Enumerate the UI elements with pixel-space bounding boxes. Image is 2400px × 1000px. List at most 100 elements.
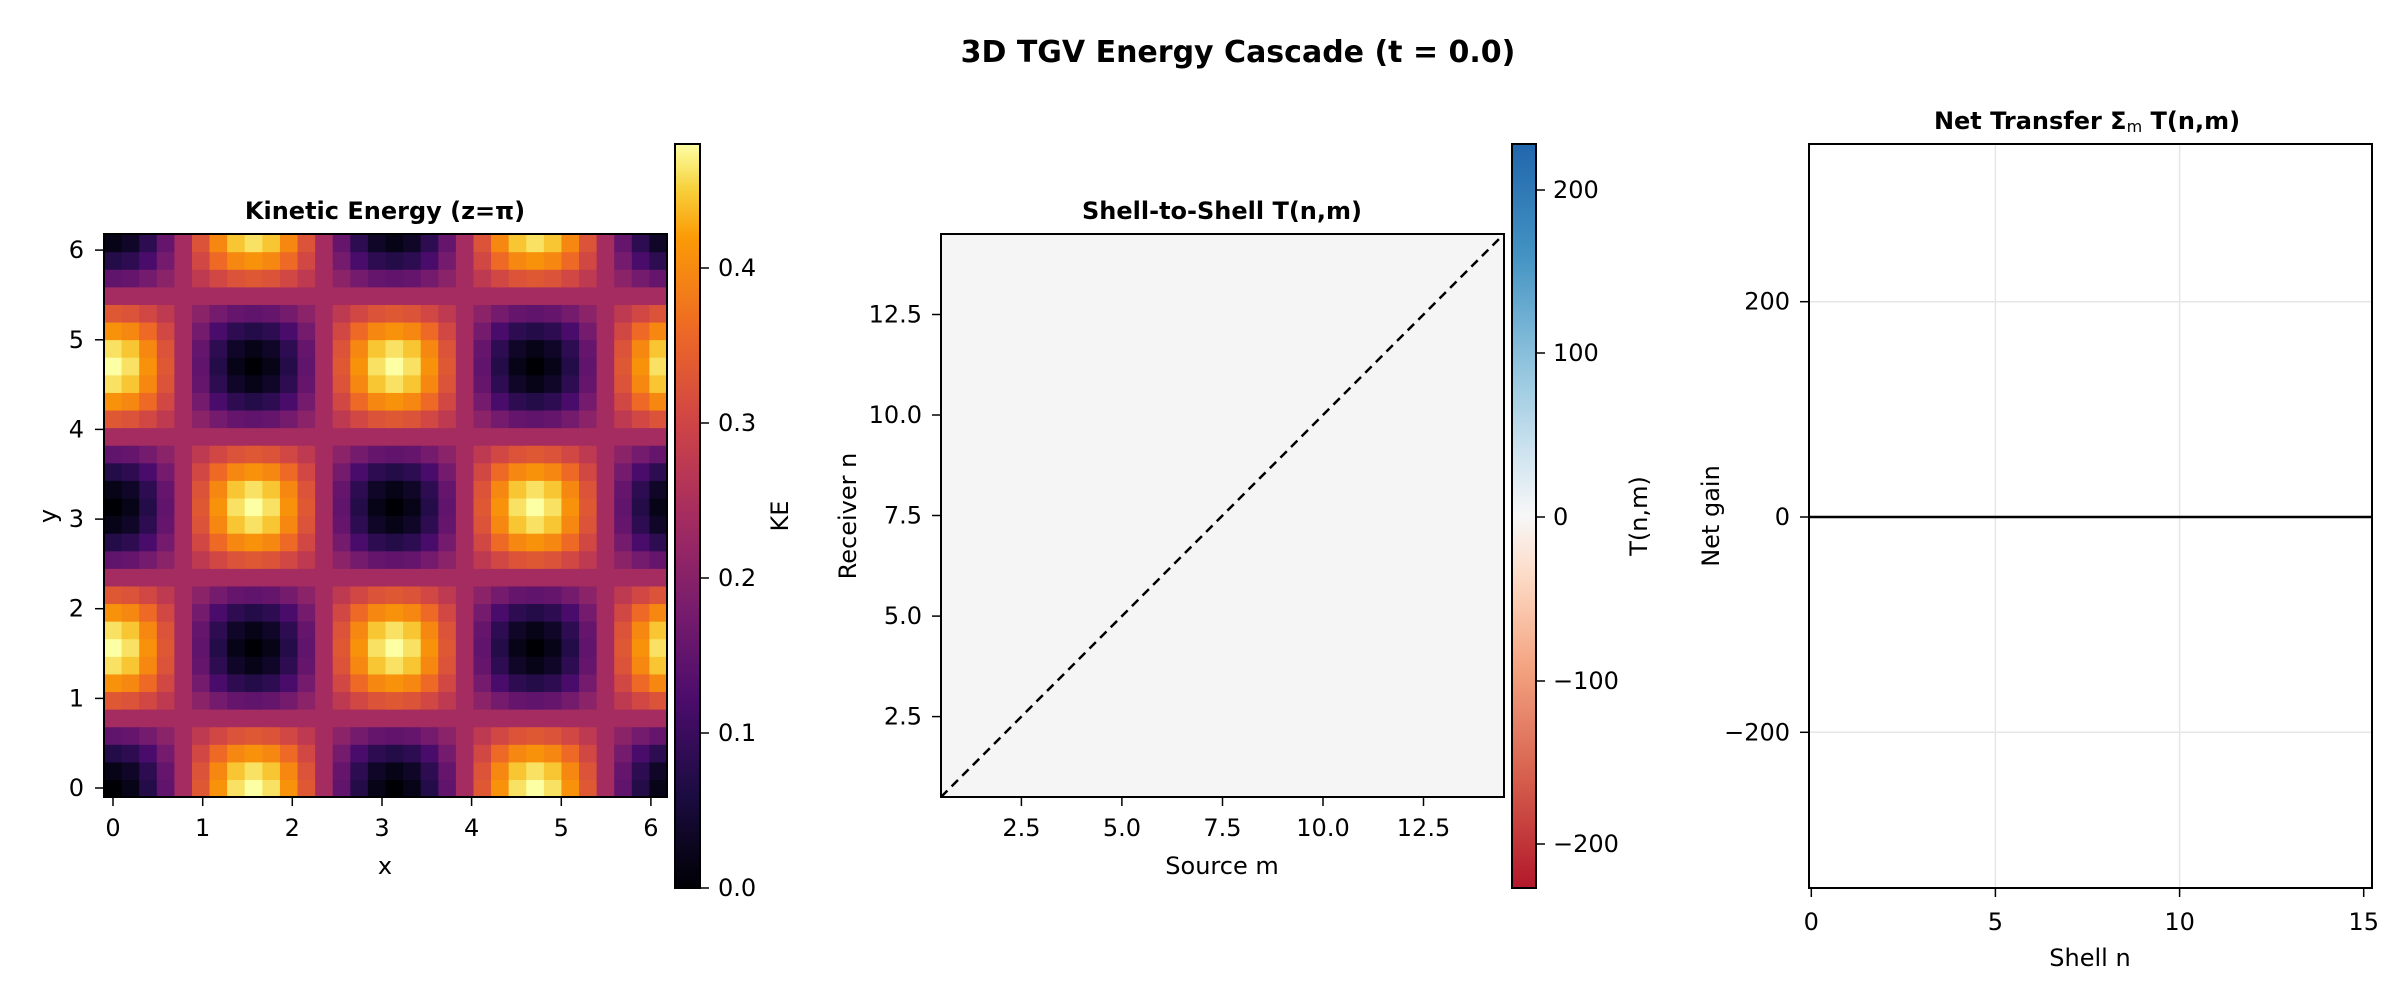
ke-cell xyxy=(209,234,228,253)
ke-cell xyxy=(367,357,387,376)
ke-cell xyxy=(508,744,527,763)
ke-cell xyxy=(526,445,545,464)
ke-cell xyxy=(631,726,650,745)
ke-cell xyxy=(191,321,211,341)
ke-cell xyxy=(121,726,140,745)
ke-cell xyxy=(579,656,598,675)
ke-cell xyxy=(579,409,598,429)
ke-cell xyxy=(139,339,158,358)
ke-cell xyxy=(526,392,545,411)
ke-cell xyxy=(631,445,650,464)
ke-cell xyxy=(315,744,334,763)
ke-cell xyxy=(631,427,650,446)
ke-cell xyxy=(139,357,158,376)
ke-panel: Kinetic Energy (z=π) 0 1 2 3 4 5 6 xyxy=(34,143,794,902)
ke-cell xyxy=(262,726,281,745)
ke-cell xyxy=(543,497,563,517)
ke-cell xyxy=(174,761,193,780)
ke-cell xyxy=(279,673,299,693)
ke-cell xyxy=(279,744,299,763)
ke-cell xyxy=(121,497,140,517)
ke-cell xyxy=(367,638,387,657)
ke-cell xyxy=(297,515,316,534)
ke-cell xyxy=(279,480,299,499)
ke-cell xyxy=(596,321,615,341)
ke-cell xyxy=(455,568,475,587)
ke-cell xyxy=(614,585,633,605)
ke-cell xyxy=(491,480,510,499)
ke-cell xyxy=(543,726,563,745)
ke-cell xyxy=(473,480,492,499)
net-x-tick-label: 5 xyxy=(1988,908,2003,936)
transfer-title: Shell-to-Shell T(n,m) xyxy=(1082,197,1362,225)
net-panel: Net Transfer Σm T(n,m) 0 5 10 15 200 0 −… xyxy=(1697,107,2379,972)
ke-cell xyxy=(420,744,439,763)
ke-cell xyxy=(473,321,492,341)
net-x-label: Shell n xyxy=(2049,944,2130,972)
ke-cell xyxy=(121,339,140,358)
ke-cell xyxy=(473,357,492,376)
transfer-x-tick-label: 10.0 xyxy=(1296,814,1349,842)
ke-cell xyxy=(315,304,334,323)
ke-cell xyxy=(649,234,668,253)
ke-cell xyxy=(543,533,563,552)
ke-cell xyxy=(227,691,246,710)
ke-cell xyxy=(227,234,246,253)
ke-cell xyxy=(455,357,475,376)
ke-cell xyxy=(156,251,175,270)
ke-cell xyxy=(543,269,563,288)
ke-cell xyxy=(244,744,263,763)
ke-cell xyxy=(526,533,545,552)
ke-cell xyxy=(438,585,457,605)
ke-x-tick-label: 0 xyxy=(105,814,120,842)
ke-cell xyxy=(262,533,281,552)
ke-cell xyxy=(332,761,351,780)
ke-cell xyxy=(121,357,140,376)
ke-cell xyxy=(491,321,510,341)
ke-cell xyxy=(561,251,580,270)
ke-cell xyxy=(473,726,492,745)
ke-cell xyxy=(279,321,299,341)
ke-cell xyxy=(631,462,650,481)
ke-cell xyxy=(244,568,263,587)
ke-cell xyxy=(174,251,193,270)
ke-cell xyxy=(350,638,369,657)
ke-cell xyxy=(279,621,299,640)
ke-cell xyxy=(561,709,580,728)
ke-cell xyxy=(174,568,193,587)
ke-cell xyxy=(385,374,404,393)
ke-cell xyxy=(279,779,299,798)
ke-cell xyxy=(121,568,140,587)
ke-cell xyxy=(385,585,404,605)
ke-cell xyxy=(139,497,158,517)
ke-cell xyxy=(367,409,387,429)
ke-cell xyxy=(649,251,668,270)
ke-cell xyxy=(491,462,510,481)
ke-cell xyxy=(403,744,422,763)
ke-cell xyxy=(244,761,263,780)
ke-cell xyxy=(315,286,334,305)
ke-cell xyxy=(350,709,369,728)
ke-cell xyxy=(526,321,545,341)
ke-cell xyxy=(631,533,650,552)
ke-cell xyxy=(508,550,527,569)
ke-cell xyxy=(508,445,527,464)
ke-cell xyxy=(385,321,404,341)
ke-cell xyxy=(297,357,316,376)
ke-cell xyxy=(227,251,246,270)
ke-cell xyxy=(508,251,527,270)
ke-cell xyxy=(596,621,615,640)
ke-cell xyxy=(526,603,545,622)
ke-cell xyxy=(279,761,299,780)
ke-cell xyxy=(121,462,140,481)
ke-cell xyxy=(649,374,668,393)
ke-cell xyxy=(350,744,369,763)
ke-cell xyxy=(227,392,246,411)
ke-cell xyxy=(262,656,281,675)
net-x-axis: 0 5 10 15 xyxy=(1804,888,2379,936)
ke-cell xyxy=(561,427,580,446)
ke-cell xyxy=(139,409,158,429)
ke-cell xyxy=(579,234,598,253)
ke-cell xyxy=(455,744,475,763)
ke-cell xyxy=(491,603,510,622)
